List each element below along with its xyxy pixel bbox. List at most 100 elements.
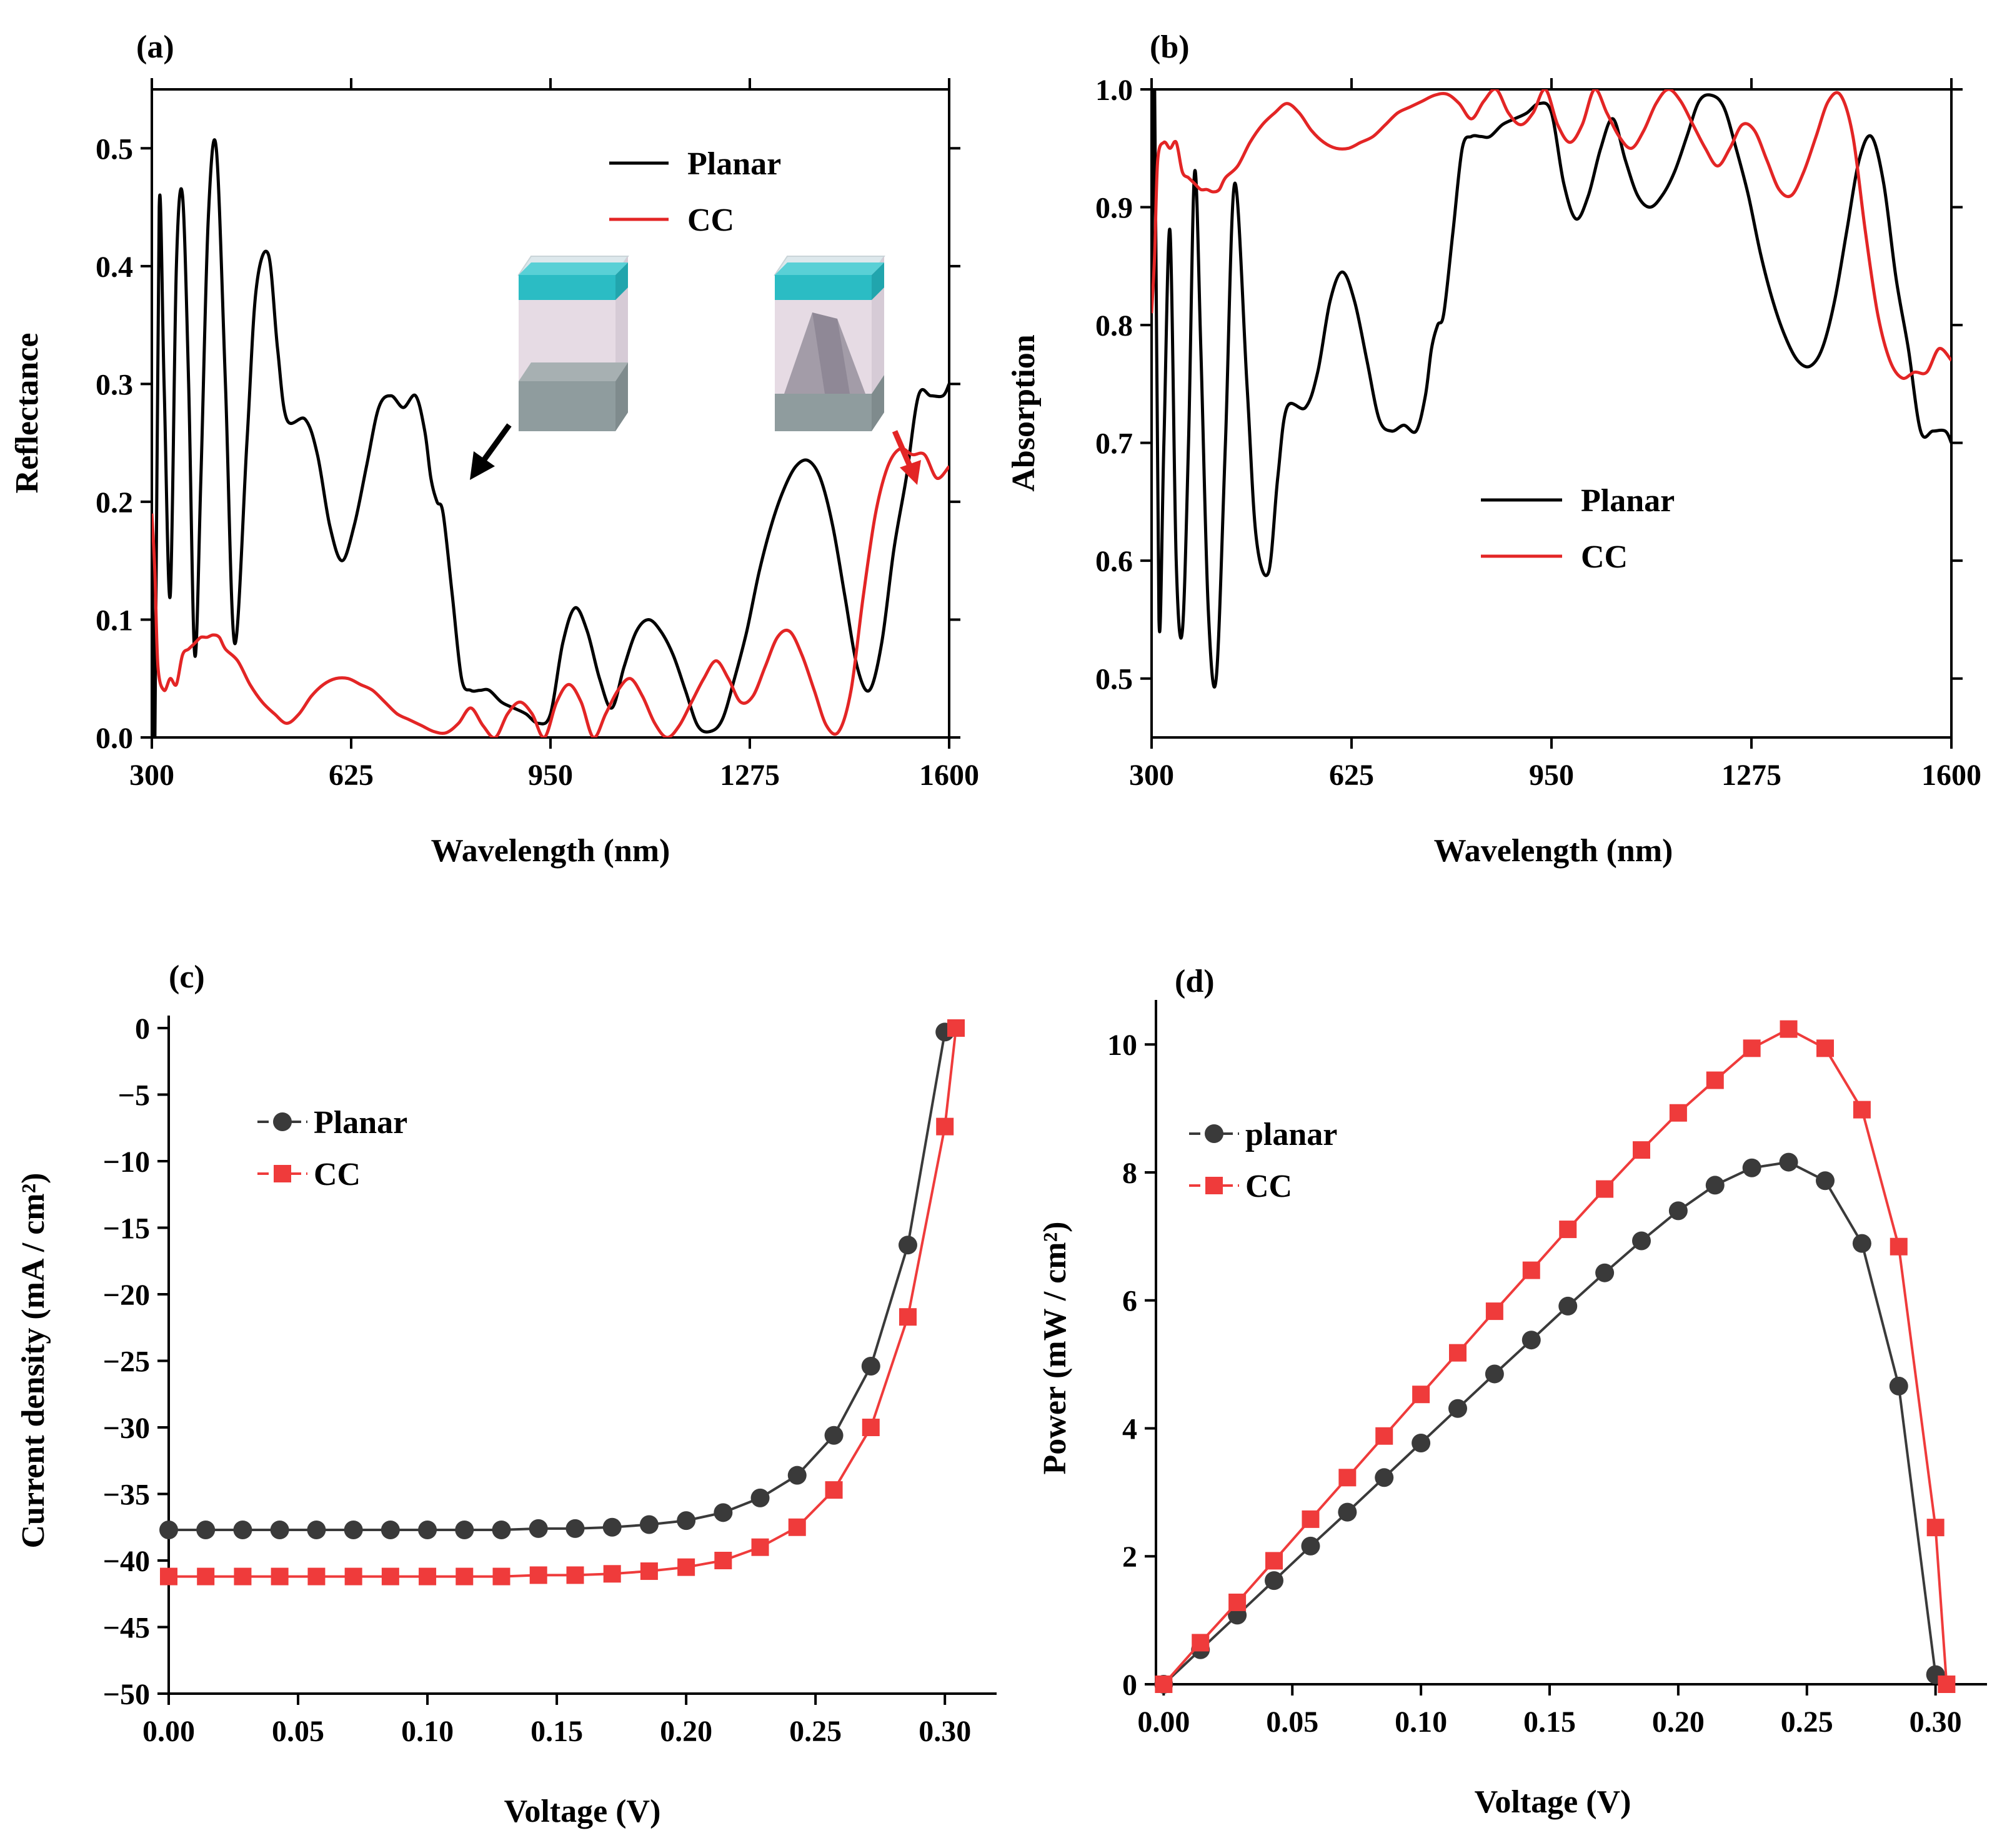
data-point-cc: [640, 1562, 658, 1581]
y-axis-title: Power (mW / cm²): [1037, 1222, 1073, 1475]
data-point-planar: [1779, 1152, 1798, 1172]
x-tick-label: 300: [129, 759, 174, 792]
data-point-planar: [159, 1521, 178, 1540]
y-tick-label: −35: [103, 1479, 150, 1512]
y-tick-label: 0.9: [1095, 192, 1133, 225]
data-point-planar: [602, 1517, 622, 1537]
data-point-cc: [1853, 1101, 1871, 1119]
data-point-cc: [947, 1019, 965, 1037]
y-tick-label: 0: [135, 1012, 150, 1046]
y-tick-label: 1.0: [1095, 74, 1133, 107]
panel-label: (a): [136, 29, 174, 65]
y-tick-label: 0.3: [96, 368, 133, 401]
red-arrow-icon: [892, 430, 921, 485]
data-point-planar: [1375, 1468, 1394, 1487]
data-point-cc: [1375, 1427, 1393, 1445]
data-point-planar: [1558, 1296, 1578, 1316]
data-point-cc: [197, 1567, 215, 1586]
data-point-planar: [1595, 1263, 1615, 1282]
data-point-cc: [677, 1558, 695, 1576]
legend-label: Planar: [687, 146, 781, 182]
y-tick-label: 8: [1122, 1157, 1137, 1190]
data-point-cc: [271, 1567, 289, 1586]
data-point-planar: [639, 1515, 659, 1534]
legend-marker: [274, 1165, 291, 1182]
y-tick-label: −50: [103, 1678, 150, 1711]
data-point-cc: [566, 1566, 584, 1584]
y-tick-label: 0.4: [96, 251, 133, 284]
panel-a: 300 625 950 1275 1600 0.0 0.1 0.2 0.3 0.4 0.5 Plana…: [9, 29, 979, 869]
data-point-cc: [714, 1552, 732, 1569]
data-point-cc: [1890, 1237, 1908, 1256]
legend-label: Planar: [314, 1105, 407, 1141]
data-point-planar: [1632, 1231, 1651, 1251]
y-tick-label: 0: [1122, 1669, 1137, 1702]
x-tick-label: 0.15: [530, 1715, 583, 1748]
series-line-cc: [152, 447, 949, 737]
data-point-planar: [1485, 1364, 1504, 1384]
data-point-cc: [419, 1567, 437, 1586]
data-point-cc: [456, 1567, 474, 1586]
x-axis-title: Voltage (V): [1475, 1784, 1631, 1820]
plot-frame: [151, 88, 950, 739]
data-point-cc: [1926, 1519, 1945, 1537]
legend-label: CC: [314, 1157, 361, 1192]
x-tick-label: 0.05: [272, 1715, 324, 1748]
x-tick-label: 0.25: [1781, 1706, 1833, 1739]
data-point-planar: [750, 1488, 770, 1507]
legend-label: planar: [1245, 1117, 1337, 1152]
data-point-cc: [344, 1567, 362, 1586]
panel-label: (b): [1150, 29, 1190, 65]
series-line-planar: [1152, 89, 1951, 689]
y-tick-label: −45: [103, 1612, 150, 1645]
panel-label: (c): [169, 959, 205, 995]
y-tick-label: −20: [103, 1279, 150, 1312]
data-point-cc: [1633, 1141, 1650, 1159]
data-point-cc: [1706, 1071, 1724, 1089]
legend-label: Planar: [1581, 483, 1675, 519]
x-tick-label: 0.10: [401, 1715, 454, 1748]
x-tick-label: 0.05: [1266, 1706, 1318, 1739]
data-point-planar: [1742, 1158, 1761, 1177]
x-axis-title: Wavelength (nm): [431, 833, 670, 869]
data-point-cc: [603, 1565, 621, 1583]
data-point-cc: [825, 1481, 843, 1499]
x-tick-label: 1600: [1921, 759, 1981, 792]
panel-b: 300 625 950 1275 1600 0.5 0.6 0.7 0.8 0.9 1.0 Plana…: [1006, 29, 1981, 869]
y-tick-label: 0.0: [96, 722, 133, 755]
data-point-cc: [1816, 1039, 1834, 1057]
data-point-cc: [1338, 1469, 1357, 1487]
data-point-planar: [714, 1503, 733, 1522]
data-point-planar: [1265, 1571, 1283, 1591]
data-point-cc: [1449, 1344, 1467, 1362]
data-point-planar: [455, 1521, 474, 1540]
data-point-cc: [1302, 1510, 1320, 1528]
data-point-planar: [270, 1521, 289, 1540]
data-point-planar: [1338, 1502, 1357, 1522]
x-tick-label: 1275: [1721, 759, 1781, 792]
y-tick-label: 0.5: [1095, 663, 1133, 696]
data-point-cc: [1559, 1221, 1577, 1239]
x-axis-title: Wavelength (nm): [1434, 833, 1673, 869]
data-point-cc: [234, 1567, 252, 1586]
x-tick-label: 0.10: [1395, 1706, 1447, 1739]
data-point-cc: [1228, 1593, 1247, 1611]
data-point-cc: [1669, 1104, 1687, 1122]
x-tick-label: 0.00: [1137, 1706, 1190, 1739]
series-line-planar: [169, 1032, 947, 1531]
data-point-planar: [565, 1519, 585, 1538]
panel-c: 0.00 0.05 0.10 0.15 0.20 0.25 0.30 0 −5 −10 −15 −20…: [16, 959, 997, 1829]
data-point-planar: [344, 1521, 363, 1540]
x-tick-label: 0.20: [660, 1715, 712, 1748]
data-point-planar: [1301, 1536, 1320, 1556]
data-point-cc: [492, 1567, 510, 1586]
data-point-cc: [160, 1567, 177, 1586]
data-point-planar: [1852, 1234, 1871, 1253]
y-tick-label: 0.7: [1095, 427, 1133, 461]
legend-label: CC: [687, 202, 734, 238]
x-tick-label: 950: [1529, 759, 1574, 792]
x-tick-label: 0.20: [1652, 1706, 1705, 1739]
y-tick-label: −5: [118, 1079, 150, 1112]
data-point-cc: [1412, 1386, 1430, 1404]
